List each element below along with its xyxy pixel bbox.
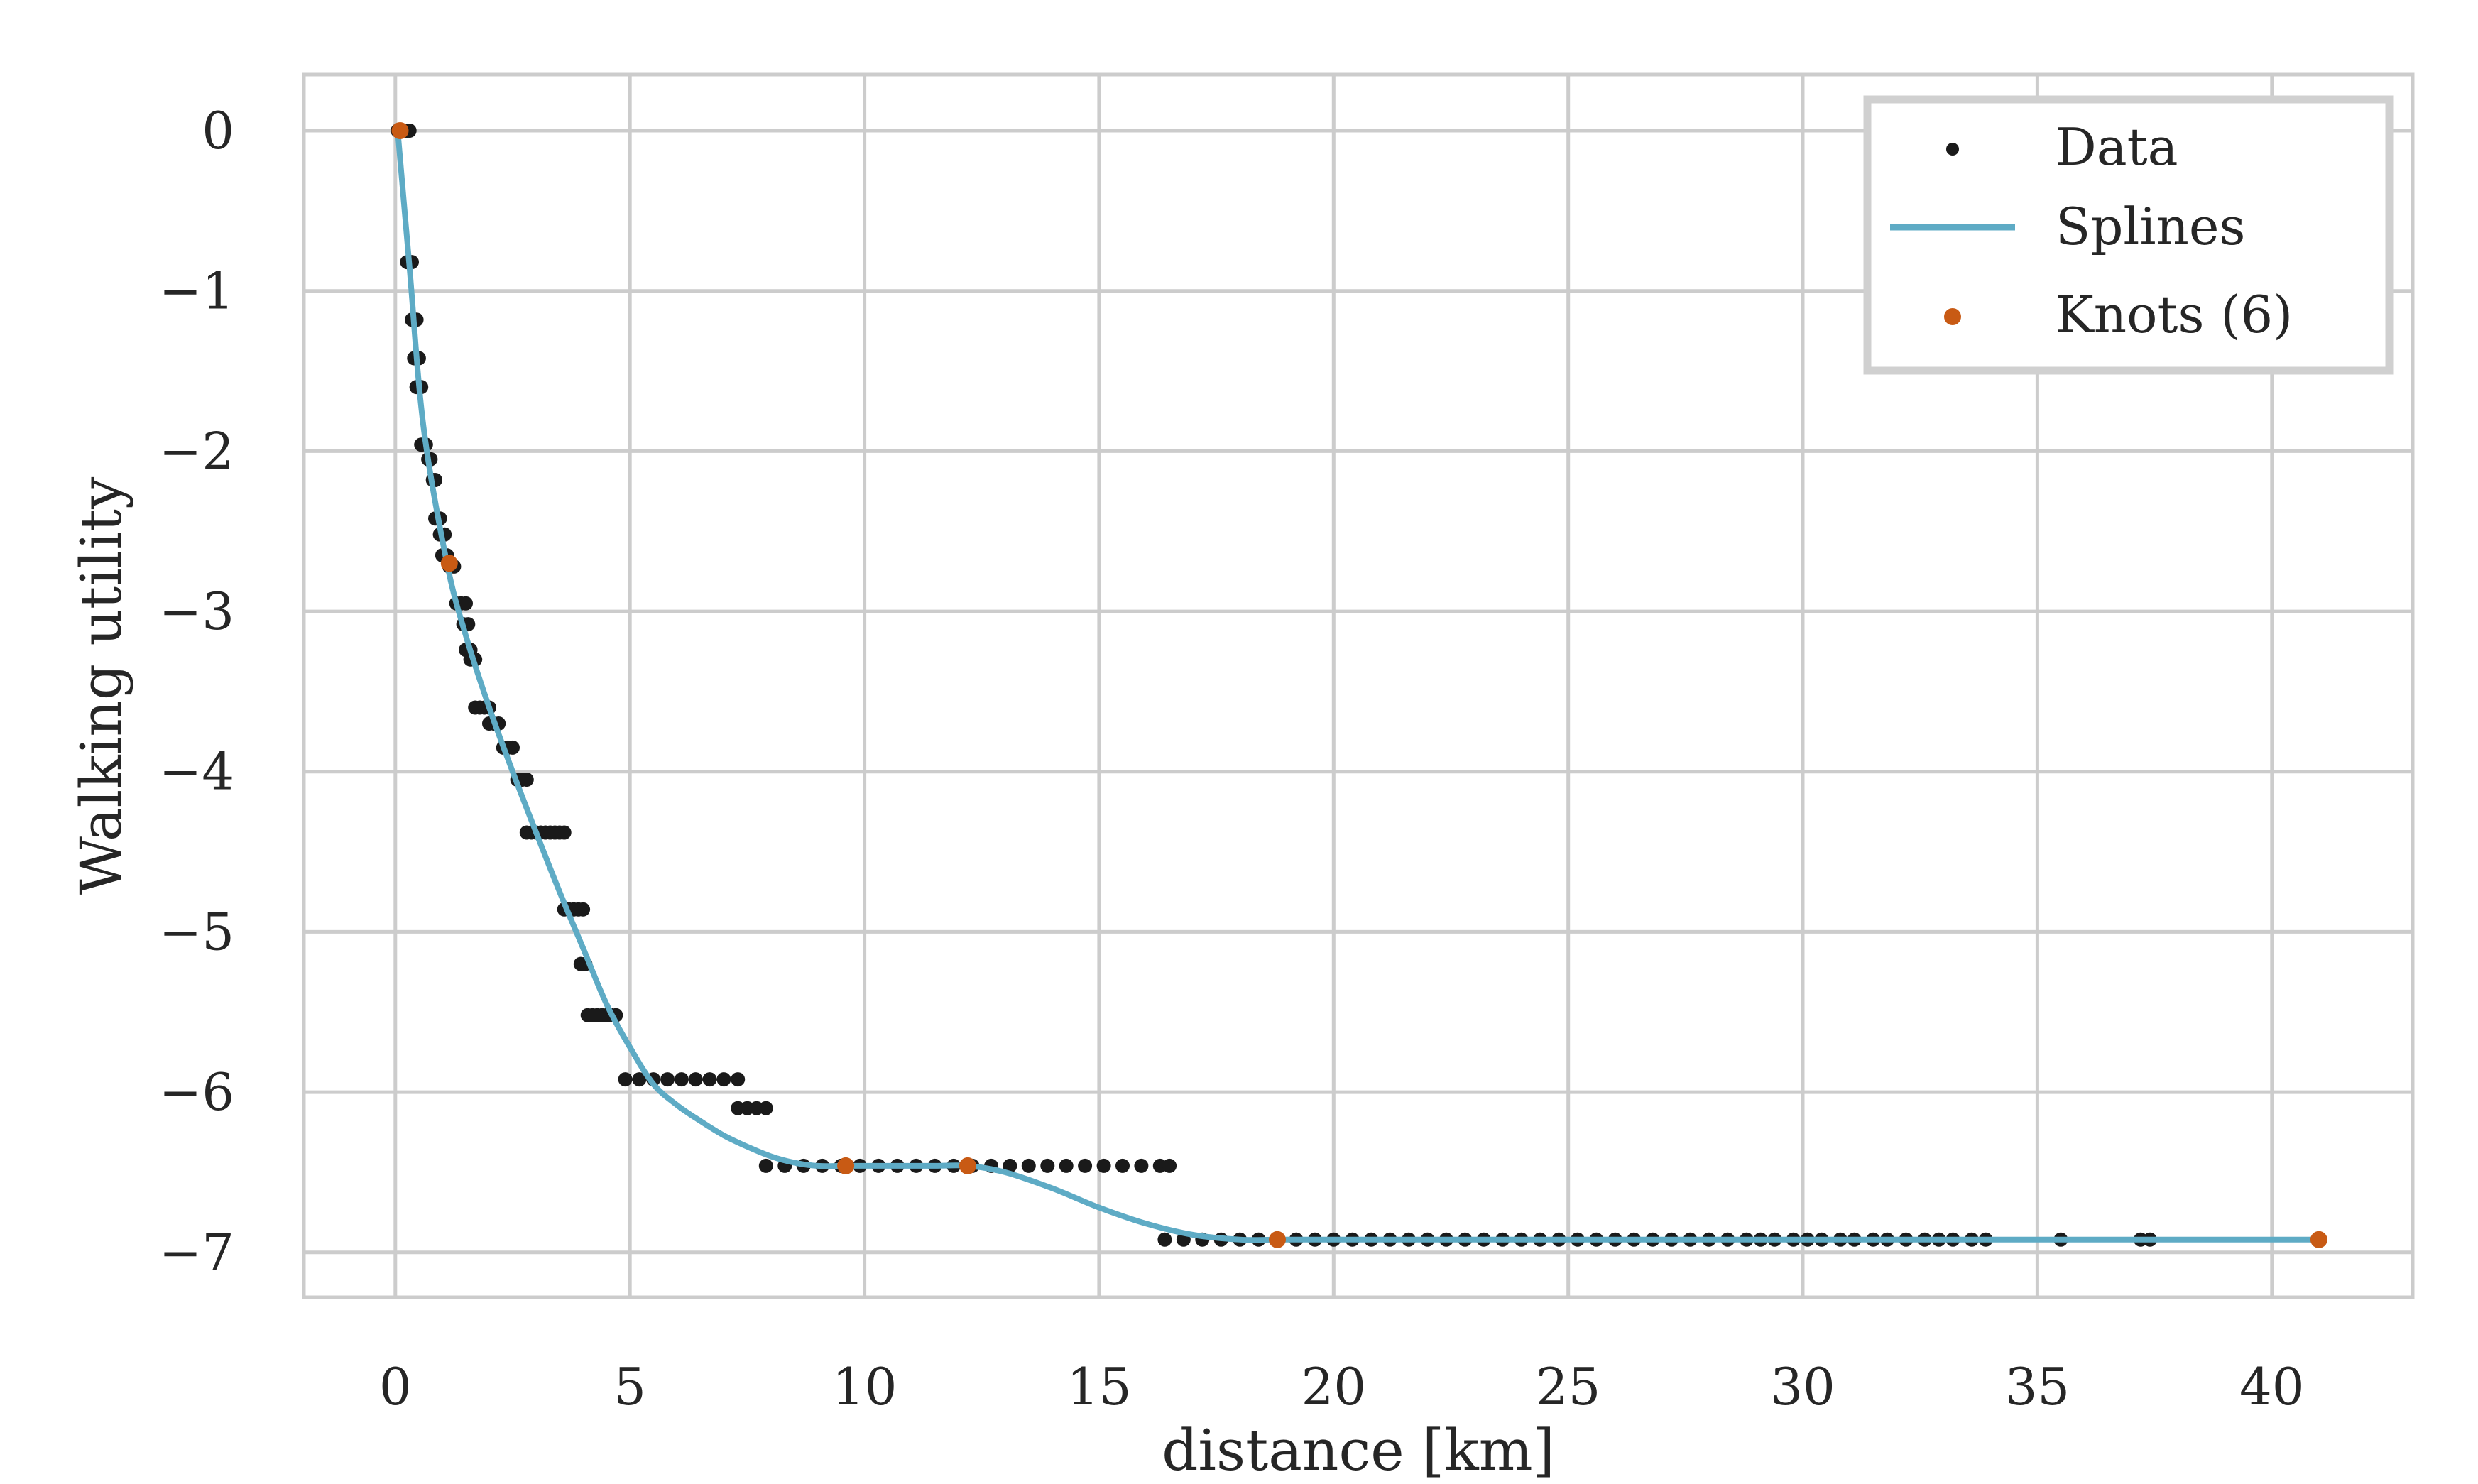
x-axis-title: distance [km] [1162, 1417, 1555, 1483]
data-point [576, 902, 591, 917]
data-point [557, 825, 572, 840]
knot-point [1269, 1231, 1286, 1248]
y-tick-labels: 0 −1 −2 −3 −4 −5 −6 −7 [159, 101, 234, 1282]
plot-frame [302, 72, 2415, 1299]
data-point [758, 1101, 773, 1115]
x-tick-label: 10 [832, 1357, 897, 1417]
y-tick-label: −1 [159, 261, 234, 321]
knot-point [959, 1157, 976, 1174]
legend-data-label: Data [2056, 117, 2178, 177]
x-tick-label: 35 [2005, 1357, 2070, 1417]
y-tick-label: −5 [159, 902, 234, 961]
data-point [519, 773, 534, 787]
data-point [1134, 1158, 1149, 1173]
knots-series [391, 122, 2327, 1248]
y-tick-label: −3 [159, 582, 234, 641]
y-tick-label: −2 [159, 421, 234, 481]
data-point [674, 1072, 689, 1087]
data-point [506, 740, 520, 755]
legend-splines-label: Splines [2056, 197, 2245, 256]
x-tick-label: 30 [1770, 1357, 1835, 1417]
x-tick-label: 15 [1066, 1357, 1132, 1417]
data-point [1078, 1158, 1093, 1173]
y-axis-title: Walking utility [68, 477, 134, 895]
data-point [1059, 1158, 1074, 1173]
legend-knots-marker [1944, 308, 1961, 325]
data-point [1157, 1232, 1172, 1247]
data-point [1115, 1158, 1130, 1173]
knot-point [837, 1157, 855, 1174]
knot-point [440, 555, 458, 572]
data-point [1096, 1158, 1111, 1173]
legend-data-marker [1946, 143, 1959, 156]
x-tick-label: 40 [2239, 1357, 2305, 1417]
data-point [1003, 1158, 1017, 1173]
spline-line [395, 130, 2319, 1243]
data-point [632, 1072, 647, 1087]
data-point [618, 1072, 633, 1087]
x-tick-label: 0 [379, 1357, 412, 1417]
x-gridlines [393, 75, 2274, 1297]
x-tick-label: 20 [1301, 1357, 1366, 1417]
x-tick-label: 25 [1536, 1357, 1601, 1417]
data-point [660, 1072, 675, 1087]
knot-point [391, 122, 409, 139]
data-point [758, 1158, 773, 1173]
y-tick-label: −4 [159, 742, 234, 802]
y-tick-label: −6 [159, 1062, 234, 1122]
legend-knots-label: Knots (6) [2056, 285, 2293, 344]
data-point [716, 1072, 731, 1087]
data-point [1021, 1158, 1036, 1173]
data-point [702, 1072, 717, 1087]
y-tick-label: 0 [202, 101, 234, 160]
legend: Data Splines Knots (6) [1863, 95, 2394, 375]
data-point [688, 1072, 703, 1087]
data-point [731, 1072, 746, 1087]
data-point [1040, 1158, 1055, 1173]
data-point [459, 596, 473, 611]
x-tick-label: 5 [613, 1357, 646, 1417]
y-tick-label: −7 [159, 1223, 234, 1282]
spline-series [395, 130, 2319, 1243]
data-point [1162, 1158, 1177, 1173]
knot-point [2310, 1231, 2327, 1248]
x-tick-labels: 0 5 10 15 20 25 30 35 40 [379, 1357, 2305, 1417]
